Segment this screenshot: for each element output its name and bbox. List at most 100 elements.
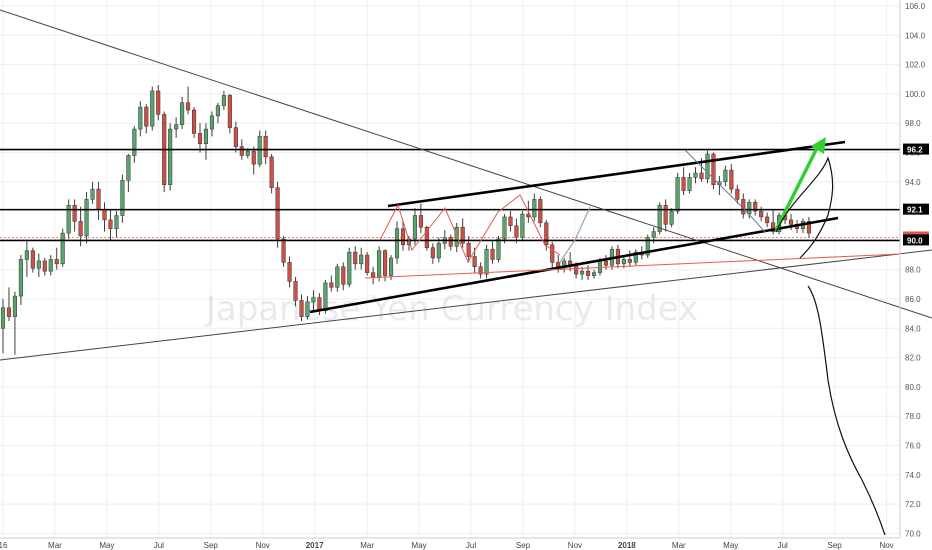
candle-body [323,282,328,311]
candle [675,173,680,215]
price-tick-label: 78.0 [905,412,921,421]
candle [430,243,435,264]
candle-body [138,106,143,130]
candle [741,193,746,219]
time-tick-label: Nov [568,541,582,550]
candle-body [42,260,47,272]
candle [156,85,161,121]
candle-body [574,265,579,275]
candle [227,93,232,134]
candle-body [0,307,6,329]
candle [359,247,364,270]
candle-body [36,260,41,269]
candle [550,241,555,269]
candle-body [806,221,812,234]
candle [30,247,35,273]
candle [448,234,453,251]
candle [0,299,6,354]
candle-body [24,250,29,260]
candle-body [96,188,101,210]
candle [377,246,382,282]
candle [120,174,125,223]
candle-body [389,257,394,276]
candle-body [12,295,17,317]
candle [263,130,268,165]
candle [723,165,728,187]
time-tick-label: May [99,541,114,550]
channel-upper-line [387,140,846,208]
price-tick-label: 102.0 [905,61,926,70]
candle-body [747,202,752,215]
candle-body [84,199,89,237]
candle-body [227,95,232,128]
price-axis[interactable]: 70.0 72.0 74.0 76.0 78.0 80.0 82.0 84.0 86.0 88.0… [899,0,929,538]
candle-body [430,247,435,259]
candle [299,294,304,321]
projection-arrow-grey [559,206,591,263]
candle-body [114,215,119,229]
candle-body [591,272,597,276]
candle [687,173,692,194]
candle-body [383,250,388,276]
time-axis[interactable]: 16 Mar May Jul Sep Nov 2017 Mar May Jul Sep Nov 2018… [0,537,900,550]
candle [753,199,758,216]
candle-body [377,250,382,278]
candle [114,211,119,238]
candle [729,164,734,194]
long-ascending-trendline [0,249,932,361]
descending-trendline [0,9,932,319]
candle-body [400,228,406,246]
candle-body [215,105,220,117]
candle-body [484,248,489,275]
candle [90,181,95,204]
candle-body [156,90,161,115]
time-tick-label: Nov [256,541,270,550]
candle [371,266,376,285]
candle-body [586,270,591,276]
candle [108,209,113,241]
candle [693,167,698,184]
chart-grid [0,0,900,538]
candle-body [329,282,334,288]
time-tick-label: May [723,541,738,550]
candle-body [448,237,453,247]
price-tick-label: 106.0 [905,2,926,11]
candle-body [597,260,603,273]
candle [806,216,812,238]
candle-body [508,216,513,227]
candle [460,218,465,248]
candlestick-series[interactable] [0,85,812,355]
time-tick-label: Sep [204,541,219,550]
candle-body [538,199,543,224]
candle-body [759,210,764,218]
candle-body [472,256,477,268]
candle-body [168,128,173,185]
price-badge-label: 90.0 [907,236,923,245]
candle-body [78,221,83,237]
candle-body [753,202,758,212]
price-tick-label: 82.0 [905,354,921,363]
candle-body [18,259,23,297]
candle-body [263,136,268,158]
candle [186,86,191,115]
candle-body [221,95,226,106]
candle [383,249,388,282]
price-tick-label: 70.0 [905,529,921,538]
time-tick-label: Jul [778,541,788,550]
candle [60,228,65,267]
candle-body [108,219,113,229]
candle-body [418,215,423,228]
time-tick-label: Jul [466,541,476,550]
candle [293,277,298,307]
candle-body [735,188,740,200]
candle-body [711,153,716,185]
candle [203,123,209,160]
candle-body [132,128,137,156]
candle [311,290,316,311]
candle-body [191,109,197,134]
candle [233,121,238,153]
candle [591,269,597,279]
candle [42,257,47,276]
harmonic-pattern-red [379,194,561,264]
